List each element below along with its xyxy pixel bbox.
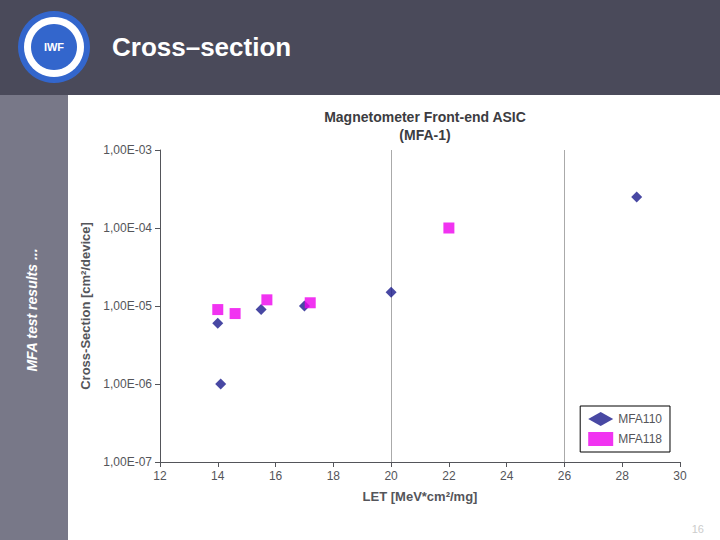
svg-text:1,00E-03: 1,00E-03 [103, 143, 152, 157]
svg-text:Cross-Section [cm²/device]: Cross-Section [cm²/device] [78, 222, 93, 390]
svg-text:12: 12 [153, 469, 167, 483]
svg-text:1,00E-06: 1,00E-06 [103, 377, 152, 391]
svg-text:26: 26 [558, 469, 572, 483]
svg-text:22: 22 [442, 469, 456, 483]
svg-text:1,00E-05: 1,00E-05 [103, 299, 152, 313]
svg-text:1,00E-04: 1,00E-04 [103, 221, 152, 235]
svg-text:Cross–section: Cross–section [112, 32, 291, 62]
svg-text:16: 16 [269, 469, 283, 483]
svg-text:24: 24 [500, 469, 514, 483]
svg-text:14: 14 [211, 469, 225, 483]
svg-text:MFA test results ...: MFA test results ... [24, 248, 40, 371]
svg-text:28: 28 [616, 469, 630, 483]
svg-text:18: 18 [327, 469, 341, 483]
svg-text:(MFA-1): (MFA-1) [399, 127, 450, 143]
svg-text:1,00E-07: 1,00E-07 [103, 455, 152, 469]
svg-text:LET [MeV*cm²/mg]: LET [MeV*cm²/mg] [363, 489, 478, 504]
svg-text:IWF: IWF [44, 41, 64, 53]
svg-text:16: 16 [692, 523, 704, 535]
svg-text:30: 30 [673, 469, 687, 483]
svg-text:MFA110: MFA110 [618, 412, 662, 426]
svg-text:20: 20 [384, 469, 398, 483]
svg-text:MFA118: MFA118 [618, 432, 662, 446]
svg-text:Magnetometer Front-end ASIC: Magnetometer Front-end ASIC [324, 109, 526, 125]
